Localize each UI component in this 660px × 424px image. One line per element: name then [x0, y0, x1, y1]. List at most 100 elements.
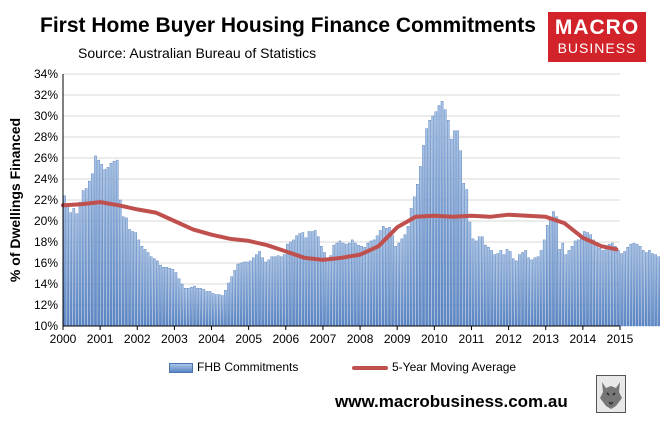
bar: [230, 276, 233, 327]
bar: [221, 295, 224, 327]
bar: [372, 239, 376, 327]
bar: [620, 253, 623, 327]
bar: [205, 291, 209, 327]
bar: [156, 260, 159, 327]
bar: [168, 268, 172, 327]
bar: [63, 195, 66, 327]
bar: [446, 119, 450, 327]
bar: [153, 258, 156, 327]
bar: [335, 242, 339, 327]
bar: [536, 256, 540, 327]
bar: [264, 261, 267, 327]
bar: [245, 261, 249, 327]
x-tick-label: 2007: [310, 332, 337, 346]
bar: [159, 264, 162, 327]
bar: [614, 245, 617, 327]
bar: [326, 259, 329, 327]
bar: [573, 240, 577, 327]
bar: [227, 282, 230, 327]
bar: [490, 250, 493, 327]
y-tick-label: 26%: [34, 151, 58, 165]
bar: [329, 255, 332, 327]
bar: [109, 163, 113, 327]
bar: [617, 250, 620, 327]
bar: [183, 288, 187, 327]
bar: [66, 203, 69, 327]
y-tick-label: 24%: [34, 172, 58, 186]
bar: [580, 235, 583, 327]
bar: [140, 245, 144, 327]
bar: [561, 242, 565, 327]
x-tick-label: 2012: [495, 332, 522, 346]
bar: [545, 224, 549, 327]
bar: [645, 252, 648, 327]
bar: [453, 130, 456, 327]
bar: [400, 238, 404, 327]
bar: [165, 267, 168, 327]
legend-line-swatch: [352, 366, 388, 370]
bar: [202, 289, 206, 327]
bar: [366, 242, 370, 327]
bar: [282, 254, 286, 327]
logo-line2: BUSINESS: [557, 40, 637, 56]
bar: [391, 235, 394, 327]
moving-average-line: [61, 200, 619, 262]
bar: [601, 250, 605, 327]
bar: [632, 242, 636, 327]
bar: [552, 211, 555, 327]
bar: [196, 288, 199, 327]
bar: [84, 188, 88, 327]
bar: [174, 272, 178, 327]
bar: [143, 249, 147, 327]
y-tick-label: 34%: [34, 67, 58, 81]
bar: [558, 249, 561, 327]
bar: [422, 145, 425, 327]
bar: [555, 216, 558, 327]
logo-line1: MACRO: [554, 16, 640, 39]
bar: [567, 250, 571, 327]
bar: [487, 247, 490, 327]
bar: [654, 254, 657, 327]
x-tick-label: 2004: [198, 332, 225, 346]
bar: [360, 245, 363, 327]
y-tick-label: 32%: [34, 88, 58, 102]
bar: [255, 254, 258, 327]
bar: [397, 242, 401, 327]
bar: [549, 218, 552, 327]
bar: [112, 160, 116, 327]
bar: [542, 239, 546, 327]
bar: [301, 232, 305, 327]
bar: [416, 184, 419, 327]
bar: [131, 231, 134, 327]
bar: [610, 242, 614, 327]
bar: [564, 254, 568, 327]
bar: [146, 252, 150, 327]
legend-label-bars: FHB Commitments: [197, 360, 299, 374]
bar: [286, 243, 289, 327]
bar: [276, 255, 280, 327]
bar: [115, 159, 119, 327]
x-axis-ticks: 2000 2001 2002 2003 2004 2005 2006 2007 2008 2009…: [50, 326, 634, 346]
y-tick-label: 16%: [34, 256, 58, 270]
y-tick-label: 14%: [34, 277, 58, 291]
bar: [450, 138, 453, 327]
bar: [388, 227, 391, 327]
bar: [440, 101, 444, 327]
bar: [607, 243, 611, 327]
bar: [97, 159, 100, 327]
bar: [279, 256, 283, 327]
bar: [651, 253, 654, 327]
macrobusiness-logo: MACRO BUSINESS: [548, 12, 646, 62]
bar: [149, 256, 153, 327]
bar: [248, 260, 252, 327]
bar: [515, 260, 518, 327]
bar: [638, 245, 642, 327]
bar: [78, 201, 82, 327]
bar: [511, 258, 515, 327]
bar: [81, 190, 85, 327]
bar: [313, 230, 317, 327]
x-tick-label: 2001: [87, 332, 114, 346]
bar: [258, 251, 261, 327]
bar: [586, 232, 589, 327]
bar: [236, 263, 240, 327]
